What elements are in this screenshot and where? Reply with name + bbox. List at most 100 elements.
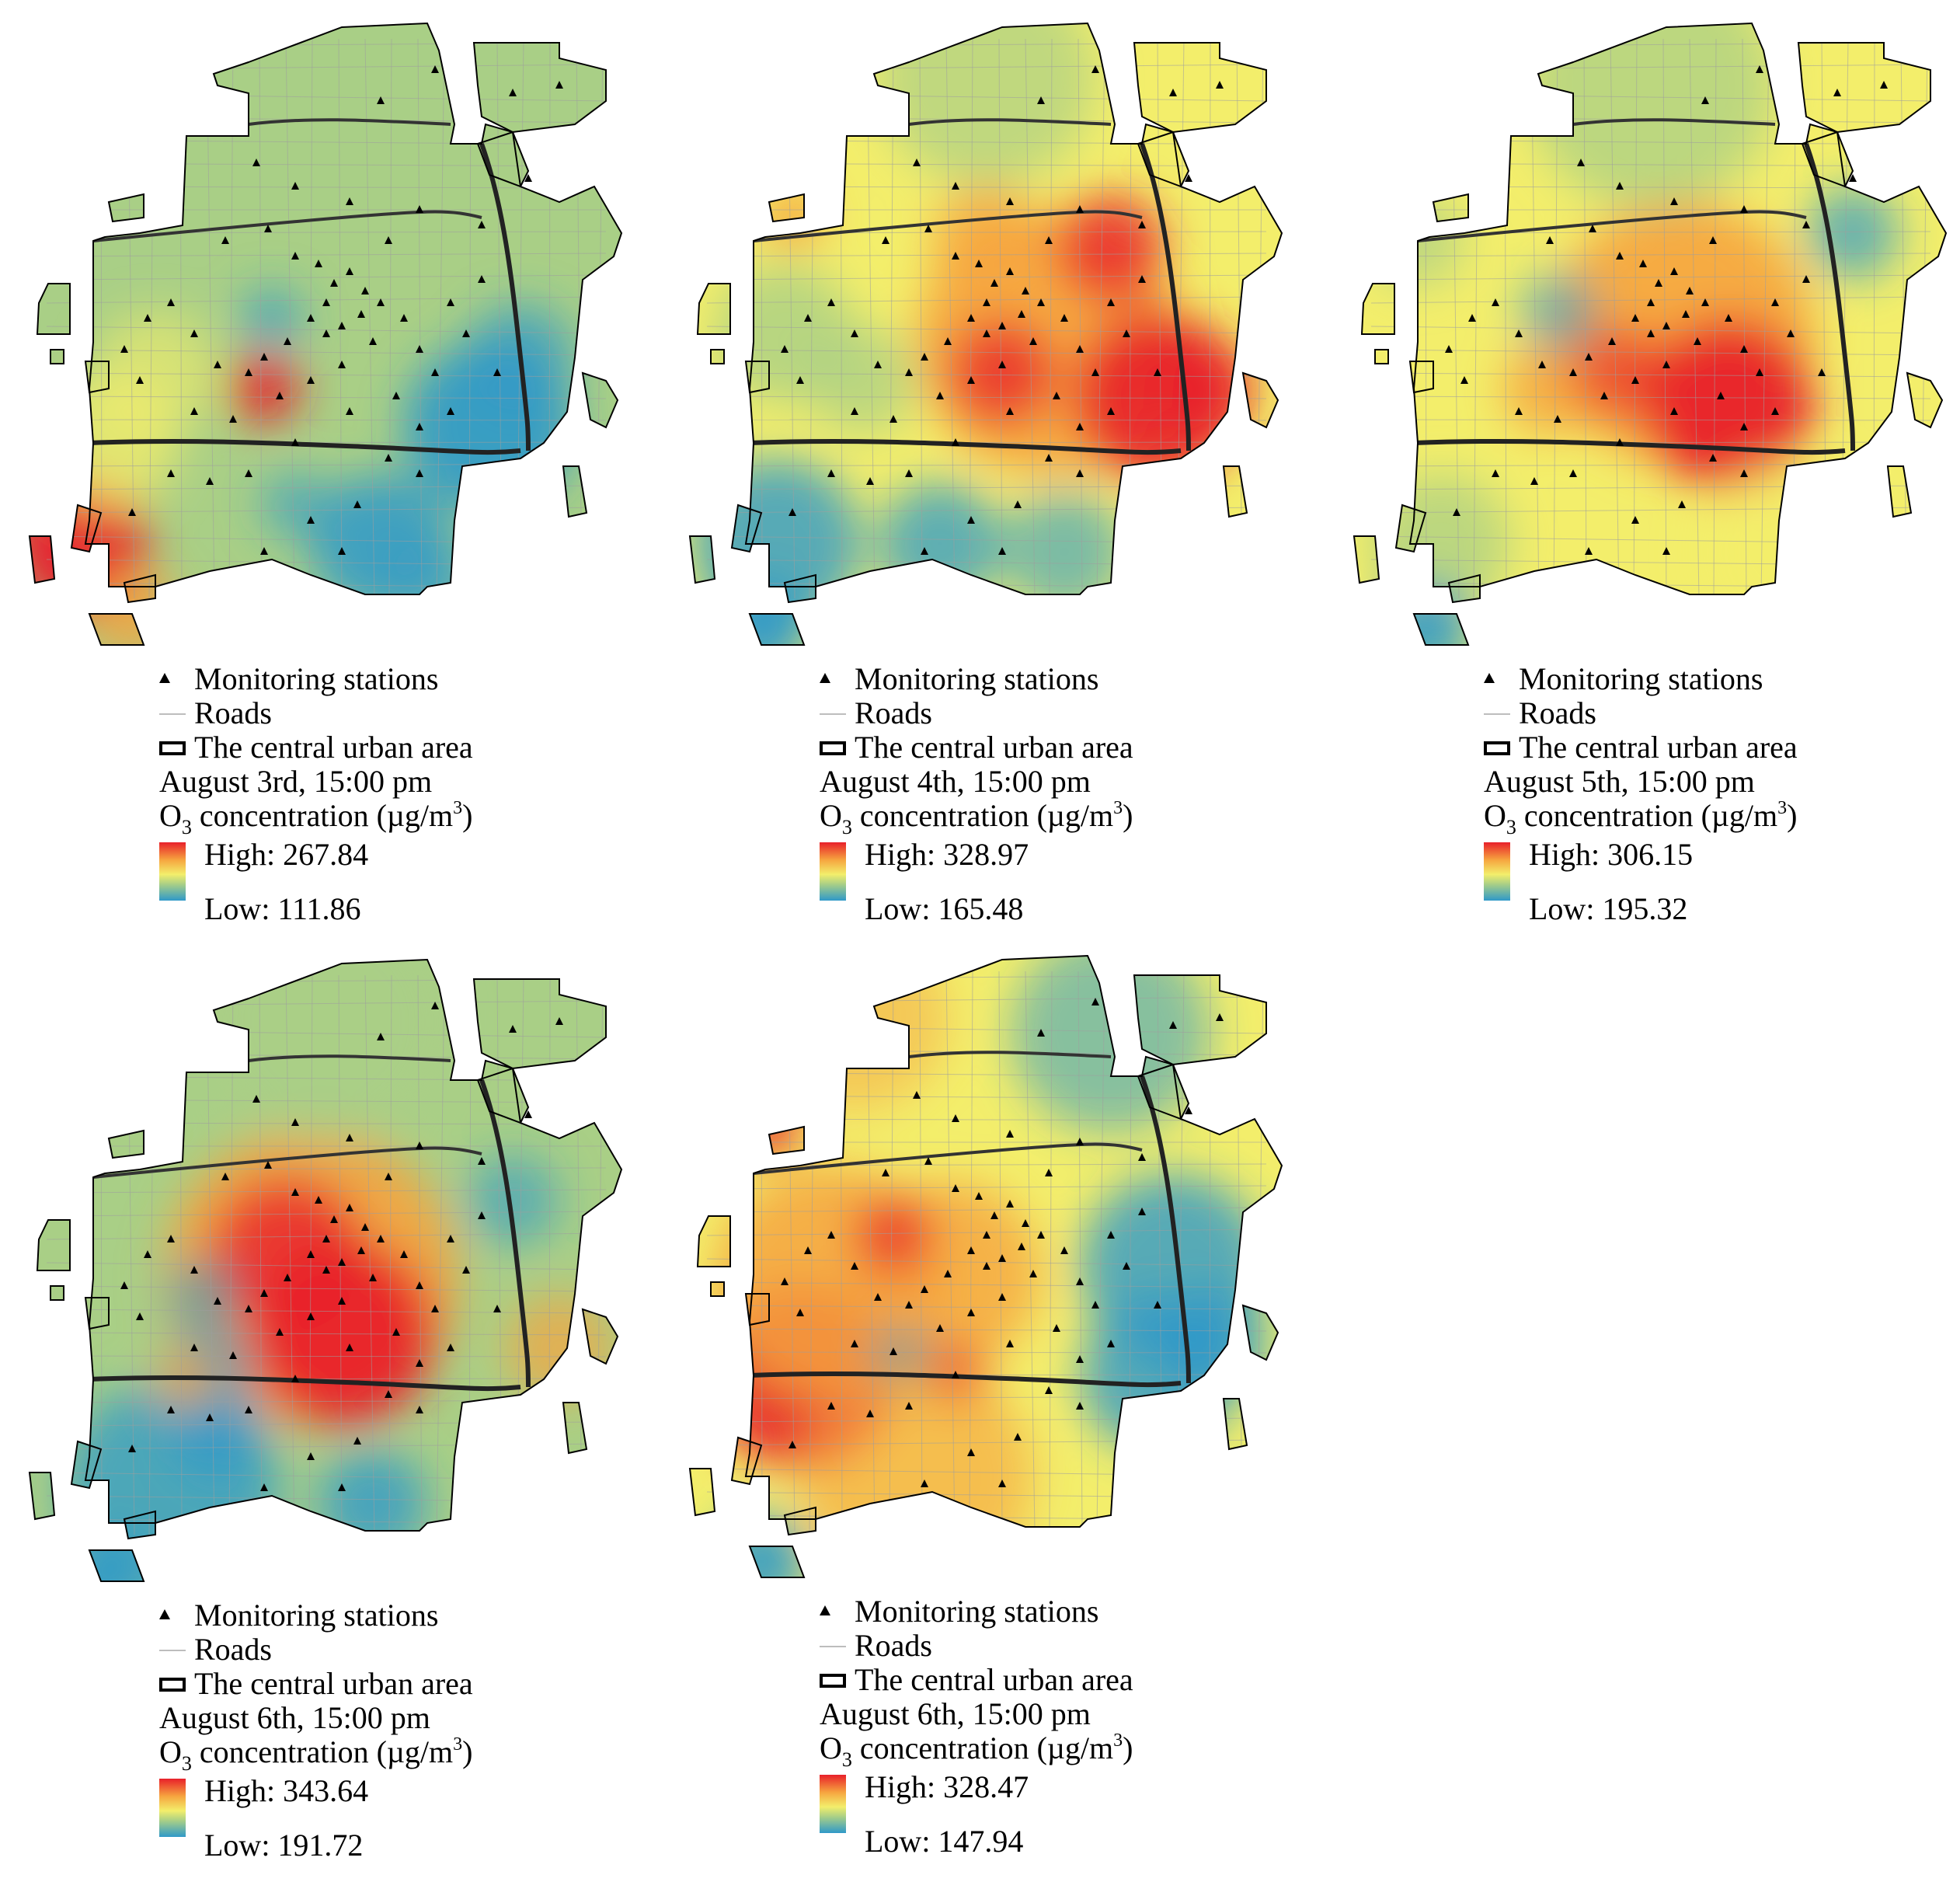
station-marker [1608, 337, 1616, 345]
station-marker [120, 1281, 128, 1289]
station-marker [416, 1406, 423, 1413]
station-marker [1076, 205, 1084, 213]
high-value-label: High: 328.47 [865, 1769, 1029, 1804]
station-marker [493, 1305, 501, 1312]
station-marker [369, 1274, 377, 1281]
heat-spot [93, 311, 218, 435]
station-marker [206, 1413, 214, 1421]
station-marker [357, 1246, 365, 1254]
station-marker [1662, 361, 1670, 368]
monitoring-stations [781, 998, 1224, 1487]
o3-heatmap [28, 22, 623, 646]
station-marker [524, 174, 532, 182]
station-marker [416, 1359, 423, 1367]
station-marker [353, 1437, 361, 1445]
heat-spot [808, 326, 917, 435]
station-marker [1006, 1200, 1014, 1208]
area-outline-icon [159, 741, 186, 755]
station-marker [392, 1328, 400, 1336]
station-triangle-icon [820, 1605, 830, 1615]
station-marker [284, 337, 291, 345]
station-marker [252, 159, 260, 166]
station-marker [229, 415, 237, 423]
legend-stations-label: Monitoring stations [194, 1598, 439, 1633]
date-label: August 5th, 15:00 pm [1484, 764, 1755, 799]
station-marker [307, 516, 315, 524]
station-marker [1138, 221, 1146, 228]
station-marker [206, 477, 214, 485]
station-marker [905, 1301, 913, 1309]
station-marker [921, 1285, 928, 1293]
station-marker [967, 1246, 975, 1254]
low-value-label: Low: 195.32 [1529, 891, 1688, 926]
station-marker [1076, 1402, 1084, 1410]
station-marker [1216, 1013, 1224, 1021]
station-marker [983, 329, 990, 337]
station-marker [1662, 322, 1670, 329]
station-marker [1740, 469, 1748, 477]
station-marker [1169, 89, 1177, 96]
station-marker [1694, 337, 1701, 345]
station-marker [128, 508, 136, 516]
central-urban-area-boundary [28, 22, 623, 646]
concentration-surface [30, 960, 621, 1581]
station-marker [1169, 1021, 1177, 1029]
station-marker [361, 1223, 369, 1231]
station-marker [936, 1324, 944, 1332]
station-marker [1445, 345, 1453, 353]
station-marker [827, 1402, 835, 1410]
station-marker [1053, 392, 1060, 399]
station-marker [1091, 1301, 1099, 1309]
station-marker [361, 287, 369, 294]
station-marker [377, 1033, 385, 1040]
road-line-icon [159, 713, 186, 715]
station-marker [1740, 423, 1748, 430]
station-marker [1107, 1340, 1115, 1347]
heat-spot [1503, 342, 1596, 435]
station-marker [1670, 267, 1678, 275]
station-marker [346, 1204, 353, 1211]
station-marker [1756, 65, 1763, 73]
station-marker [385, 236, 392, 244]
concentration-surface [30, 23, 621, 645]
station-marker [357, 310, 365, 318]
station-marker [136, 376, 144, 384]
station-marker [214, 361, 221, 368]
station-marker [462, 1266, 470, 1274]
high-value-label: High: 328.97 [865, 837, 1029, 872]
station-marker [1662, 547, 1670, 555]
station-marker [291, 252, 299, 260]
concentration-label: O3 concentration (µg/m3) [820, 798, 1133, 838]
station-marker [882, 236, 889, 244]
station-marker [307, 1452, 315, 1460]
station-marker [924, 225, 932, 232]
station-marker [967, 1309, 975, 1316]
station-marker [1060, 314, 1068, 322]
station-marker [416, 423, 423, 430]
station-marker [975, 260, 983, 267]
station-marker [416, 205, 423, 213]
station-marker [1647, 329, 1655, 337]
station-marker [330, 279, 338, 287]
road-line-icon [159, 1650, 186, 1651]
date-label: August 6th, 15:00 pm [159, 1700, 430, 1735]
station-marker [416, 1281, 423, 1289]
station-marker [1616, 438, 1624, 446]
station-marker [221, 236, 229, 244]
station-marker [245, 1305, 252, 1312]
station-marker [924, 1157, 932, 1165]
station-marker [167, 469, 175, 477]
station-marker [260, 547, 268, 555]
station-marker [307, 314, 315, 322]
station-marker [998, 322, 1006, 329]
station-marker [998, 361, 1006, 368]
heat-spot [738, 1096, 800, 1158]
station-marker [392, 392, 400, 399]
station-marker [1818, 368, 1826, 376]
station-marker [509, 89, 517, 96]
station-marker [1655, 279, 1662, 287]
station-marker [913, 1091, 921, 1099]
color-ramp [1484, 842, 1510, 901]
station-marker [827, 469, 835, 477]
heat-spot [210, 1177, 365, 1333]
